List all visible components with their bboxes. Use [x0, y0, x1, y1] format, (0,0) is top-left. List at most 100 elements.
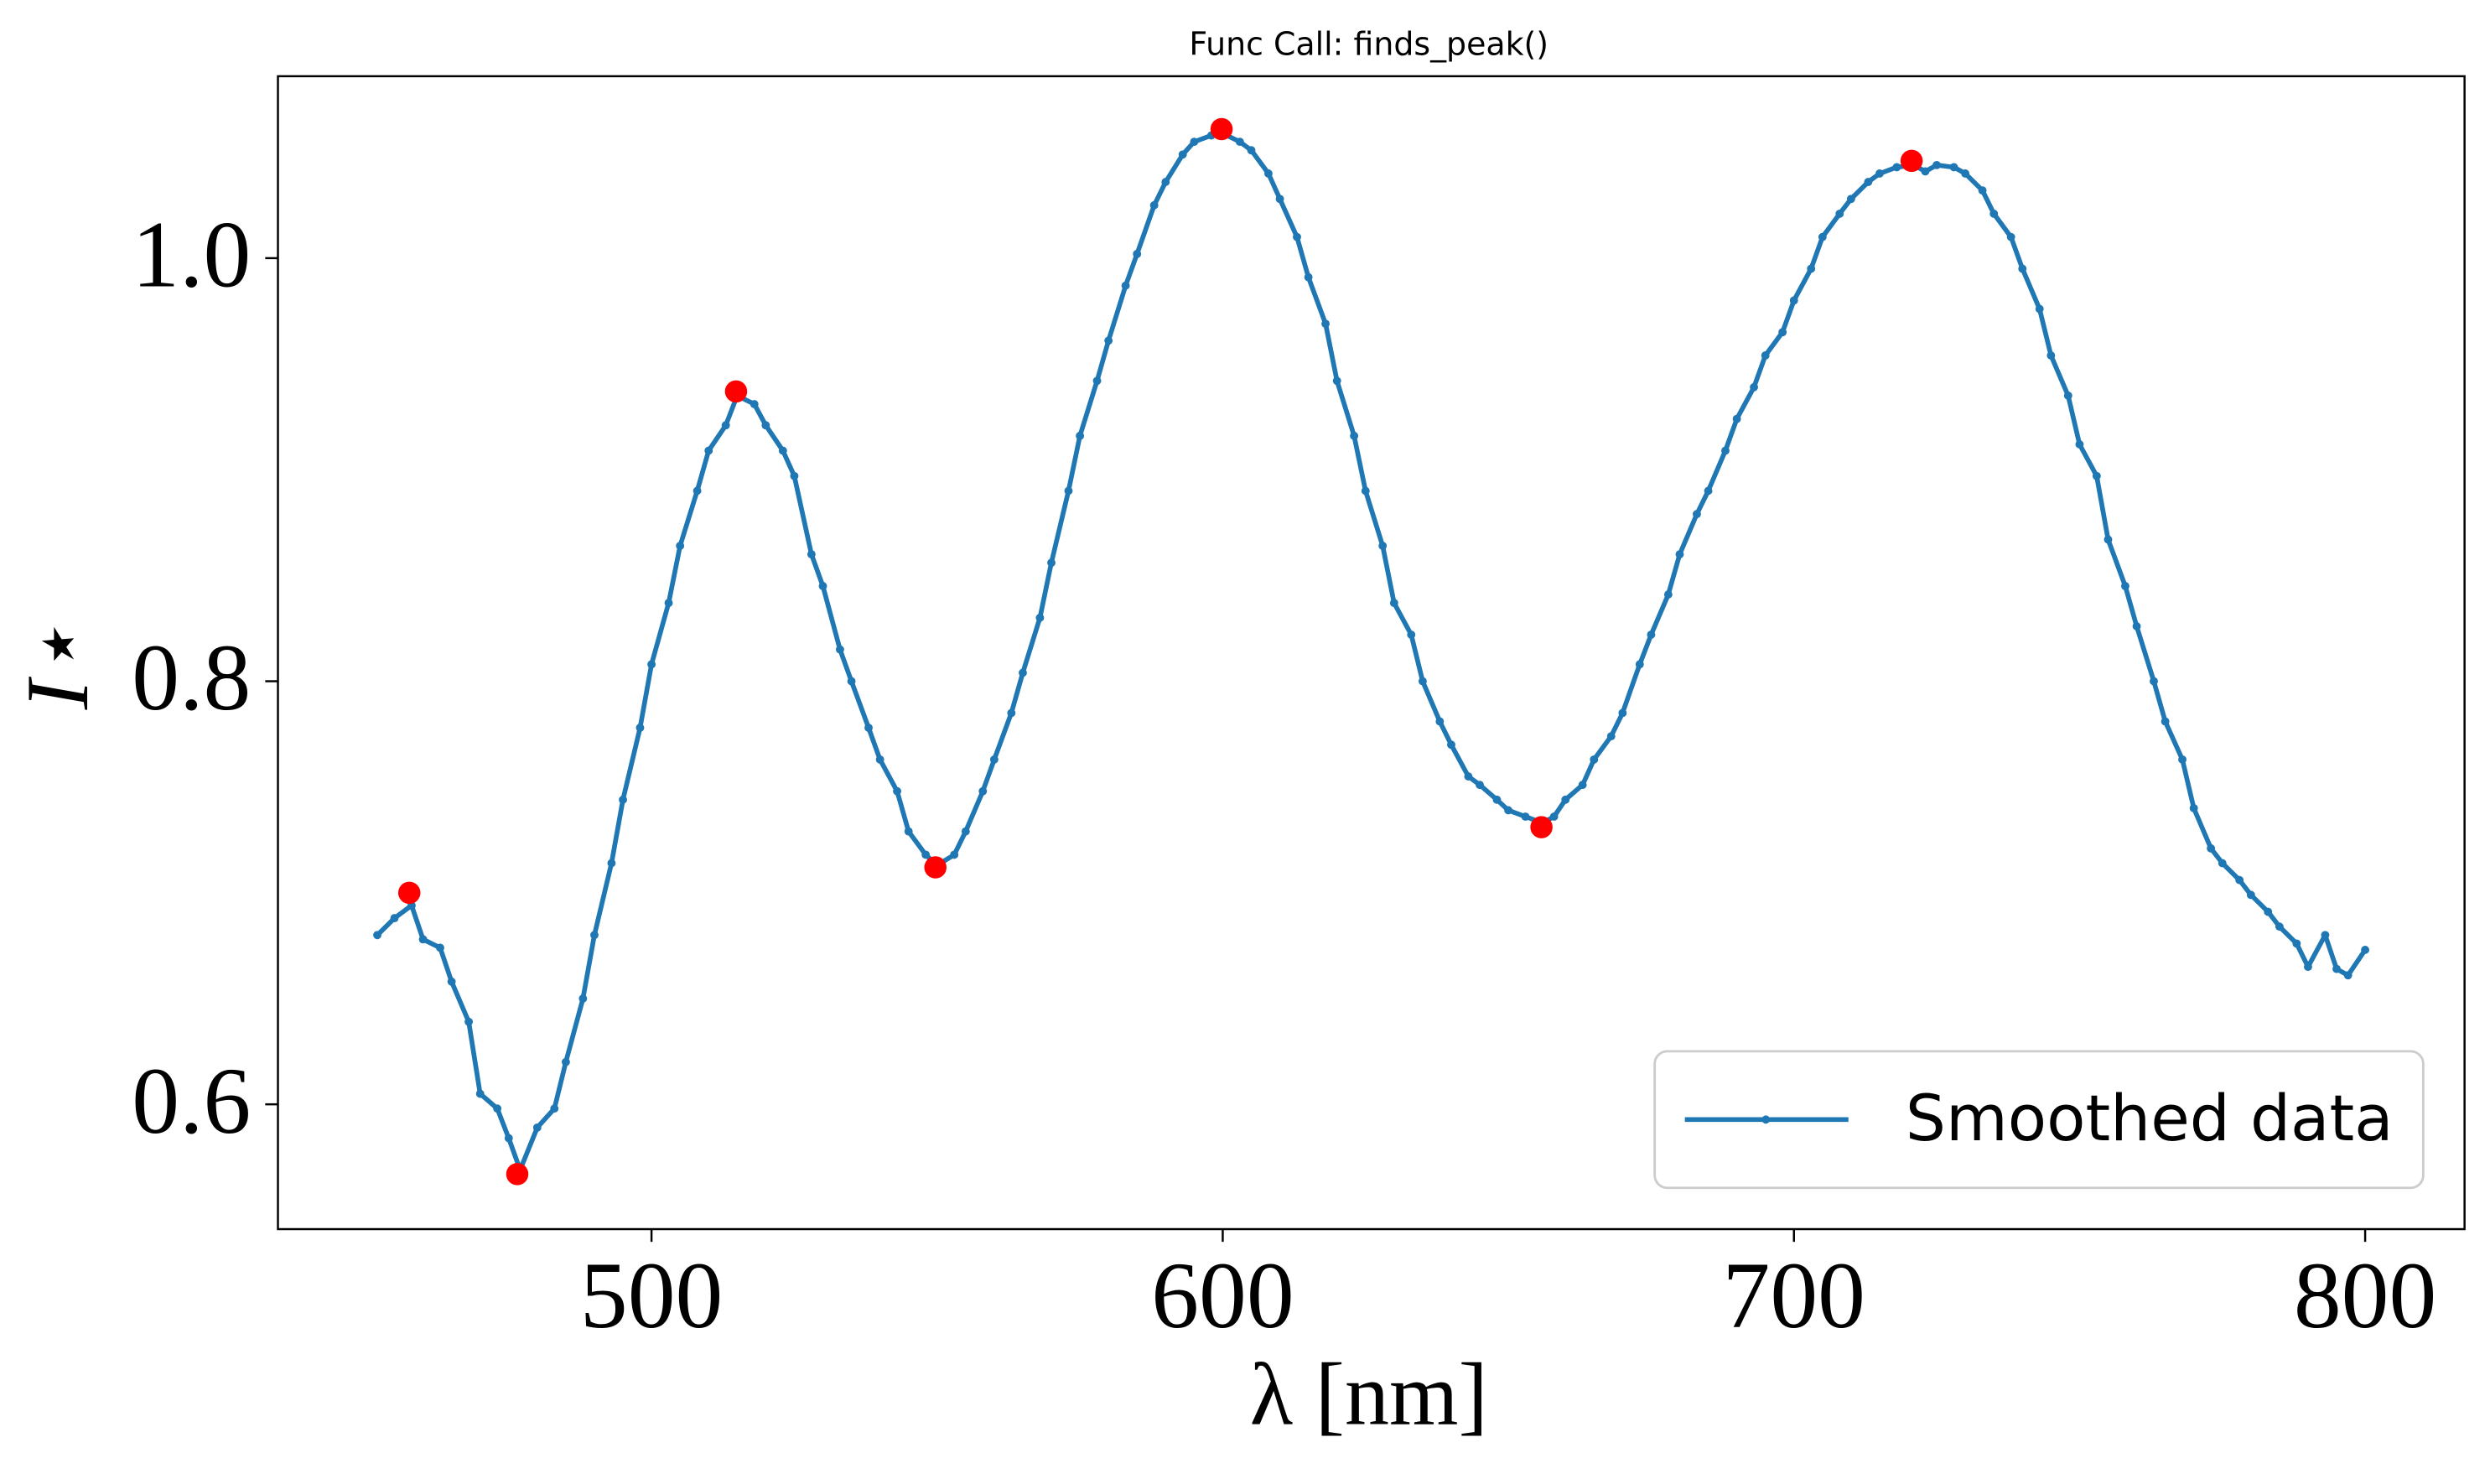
- data-point: [390, 914, 399, 923]
- data-point: [1378, 542, 1388, 550]
- data-point: [532, 1123, 542, 1132]
- data-point: [1675, 550, 1684, 559]
- data-point: [1332, 376, 1341, 386]
- data-point: [1647, 630, 1656, 639]
- data-point: [1007, 708, 1016, 718]
- data-point: [778, 446, 787, 455]
- data-point: [1476, 781, 1484, 790]
- data-point: [1350, 431, 1359, 440]
- data-point: [818, 582, 827, 590]
- data-point: [1178, 150, 1187, 159]
- data-point: [1606, 732, 1616, 741]
- data-point: [1846, 195, 1855, 204]
- data-point: [2178, 755, 2187, 764]
- data-point: [2121, 582, 2129, 590]
- data-point: [1121, 281, 1130, 290]
- data-point: [1663, 590, 1673, 599]
- data-point: [704, 446, 713, 455]
- data-point: [1921, 167, 1930, 176]
- data-point: [1875, 169, 1884, 178]
- data-point: [1949, 163, 1958, 172]
- x-tick-label: 600: [1151, 1243, 1294, 1348]
- peak-marker: [1210, 117, 1233, 141]
- data-point: [1721, 446, 1730, 455]
- data-point: [950, 850, 959, 859]
- data-point: [2235, 875, 2244, 885]
- peak-marker: [1530, 816, 1553, 838]
- data-point: [1732, 414, 1741, 423]
- data-point: [1978, 186, 1987, 195]
- data-point: [2321, 931, 2330, 940]
- data-point: [1321, 319, 1330, 329]
- data-point: [619, 795, 627, 804]
- data-point: [864, 724, 873, 732]
- data-point: [1361, 486, 1370, 496]
- data-point: [790, 471, 799, 480]
- data-point: [1561, 795, 1570, 804]
- data-point: [1092, 376, 1102, 386]
- data-point: [1076, 431, 1085, 440]
- y-tick-label: 0.6: [132, 1048, 251, 1154]
- data-point: [1778, 328, 1787, 337]
- data-point: [1161, 178, 1170, 186]
- data-point: [1789, 296, 1798, 305]
- data-point: [1504, 806, 1513, 815]
- peak-marker: [397, 881, 421, 905]
- plot-frame: [277, 75, 2466, 1231]
- data-point: [2264, 907, 2273, 916]
- data-point: [504, 1134, 513, 1143]
- data-point: [2132, 621, 2141, 630]
- data-point: [493, 1104, 502, 1113]
- data-point: [1750, 382, 1758, 392]
- data-point: [1818, 232, 1827, 241]
- data-point: [436, 943, 444, 952]
- data-point: [1704, 486, 1713, 496]
- data-point: [1961, 169, 1970, 178]
- data-point: [590, 931, 599, 940]
- data-point: [1864, 178, 1873, 186]
- data-point: [1149, 200, 1159, 210]
- data-point: [2006, 232, 2015, 241]
- data-point: [893, 786, 902, 796]
- data-point: [373, 931, 381, 940]
- data-point: [2104, 535, 2113, 544]
- data-point: [2035, 304, 2044, 314]
- data-point: [578, 994, 588, 1003]
- data-point: [2063, 391, 2072, 400]
- data-point: [1618, 708, 1627, 718]
- data-point: [875, 755, 884, 764]
- chart-title: Func Call: finds_peak(): [1189, 25, 1548, 62]
- data-point: [989, 755, 999, 764]
- data-point: [607, 859, 616, 868]
- data-point: [807, 550, 816, 559]
- data-point: [1578, 781, 1587, 790]
- data-point: [1047, 558, 1056, 568]
- data-point: [418, 935, 428, 944]
- data-point: [475, 1089, 485, 1098]
- data-point: [1133, 249, 1142, 258]
- data-point: [2207, 843, 2216, 853]
- data-point: [464, 1017, 474, 1026]
- data-point: [561, 1057, 570, 1066]
- data-point: [1635, 660, 1644, 669]
- data-point: [1932, 160, 1942, 169]
- data-point: [2361, 946, 2370, 954]
- legend-marker: [1761, 1115, 1771, 1124]
- data-point: [2275, 922, 2284, 931]
- data-point: [1293, 232, 1301, 241]
- data-point: [1275, 195, 1284, 204]
- data-point: [1019, 668, 1027, 677]
- data-point: [1190, 138, 1199, 147]
- data-point: [904, 827, 913, 836]
- legend-label: Smoothed data: [1906, 1082, 2394, 1155]
- data-point: [550, 1104, 559, 1113]
- data-point: [750, 400, 759, 408]
- peak-marker: [724, 380, 748, 403]
- peak-marker: [924, 856, 947, 879]
- data-point: [2304, 963, 2312, 972]
- data-point: [1835, 209, 1844, 218]
- data-point: [1304, 272, 1313, 282]
- data-point: [2332, 964, 2341, 973]
- data-point: [1264, 169, 1273, 178]
- data-point: [761, 421, 770, 430]
